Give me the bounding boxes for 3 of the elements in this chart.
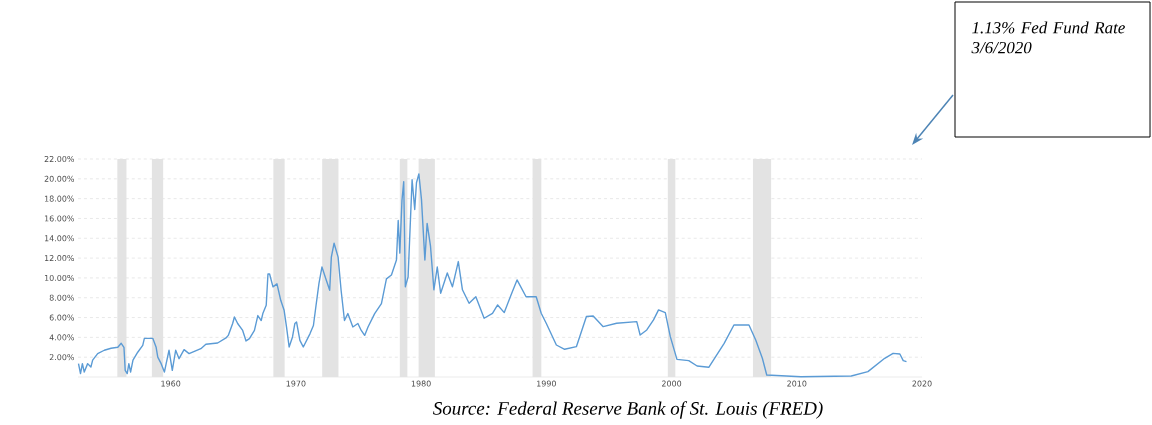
text: 1.13% Fed Fund Rate 3/6/2020 xyxy=(971,21,1125,54)
source-note: Source: Federal Reserve Bank of St. Louis (FRED) xyxy=(433,401,823,419)
line-series xyxy=(77,173,908,378)
